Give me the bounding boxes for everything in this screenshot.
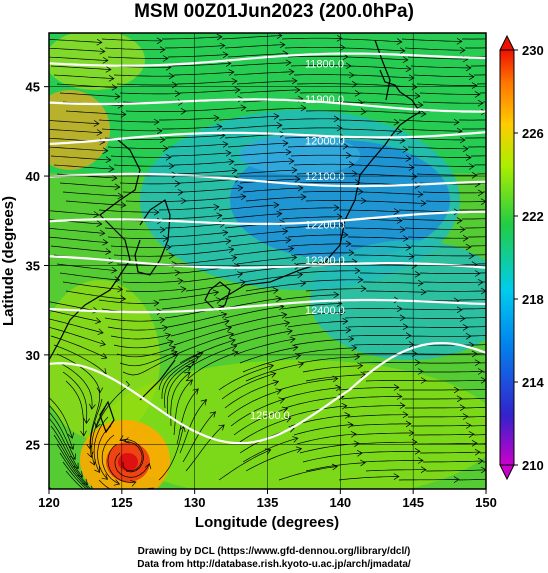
credit-drawing: Drawing by DCL (https://www.gfd-dennou.o… xyxy=(137,546,411,557)
colorbar-tick-label: 218 xyxy=(522,292,544,307)
taiwan-coastline xyxy=(99,400,115,434)
colorbar: 230 226 222 218 214 210 xyxy=(499,34,544,481)
colorbar-tick-label: 230 xyxy=(522,43,544,58)
colorbar-max-triangle xyxy=(499,34,515,51)
colorbar-tick-label: 214 xyxy=(522,375,544,390)
contour-label: 12200.0 xyxy=(305,219,345,231)
y-axis-label: Latitude (degrees) xyxy=(0,196,17,326)
x-tick-label: 145 xyxy=(402,495,424,510)
y-axis: 25 30 35 40 45 xyxy=(26,80,49,452)
x-tick-label: 125 xyxy=(111,495,133,510)
colorbar-tick-label: 210 xyxy=(522,458,544,473)
contour-line xyxy=(49,98,486,113)
coastlines xyxy=(49,39,421,434)
contour-label: 12100.0 xyxy=(305,171,345,183)
contour-label: 12000.0 xyxy=(305,135,345,147)
okinawa-islands xyxy=(139,359,176,401)
contour-line xyxy=(49,210,486,225)
y-tick-label: 35 xyxy=(26,258,40,273)
sakhalin-coastline xyxy=(374,39,391,101)
contour-line xyxy=(49,341,486,445)
contour-line xyxy=(49,298,486,314)
x-tick-label: 140 xyxy=(329,495,351,510)
contour-label: 12500.0 xyxy=(250,410,290,422)
contour-line xyxy=(49,130,486,146)
x-tick-label: 135 xyxy=(257,495,279,510)
x-axis-label: Longitude (degrees) xyxy=(195,514,339,531)
x-tick-label: 150 xyxy=(475,495,497,510)
colorbar-min-triangle xyxy=(499,464,515,481)
contour-label: 11900.0 xyxy=(305,94,344,106)
x-tick-label: 130 xyxy=(184,495,206,510)
y-tick-label: 40 xyxy=(26,169,40,184)
colorbar-scale xyxy=(499,49,515,466)
colorbar-tick-label: 222 xyxy=(522,209,544,224)
contour-label: 12400.0 xyxy=(305,305,345,317)
x-tick-label: 120 xyxy=(38,495,60,510)
map-title: MSM 00Z01Jun2023 (200.0hPa) xyxy=(134,1,414,22)
contour-line xyxy=(49,172,486,188)
geopotential-contours: 11800.0 11900.0 12000.0 12100.0 12200.0 12300… xyxy=(49,52,486,445)
contour-label: 11800.0 xyxy=(305,58,344,70)
credit-data: Data from http://database.rish.kyoto-u.a… xyxy=(137,559,411,570)
china-coastline xyxy=(49,139,141,361)
colorbar-tick-label: 226 xyxy=(522,126,544,141)
contour-label: 12300.0 xyxy=(305,255,345,267)
contour-line xyxy=(49,52,486,67)
y-tick-label: 45 xyxy=(26,80,40,95)
contour-line xyxy=(49,255,486,269)
y-tick-label: 25 xyxy=(26,437,40,452)
japan-coastline xyxy=(219,69,421,301)
y-tick-label: 30 xyxy=(26,348,40,363)
x-axis: 120 125 130 135 140 145 150 xyxy=(38,489,497,510)
